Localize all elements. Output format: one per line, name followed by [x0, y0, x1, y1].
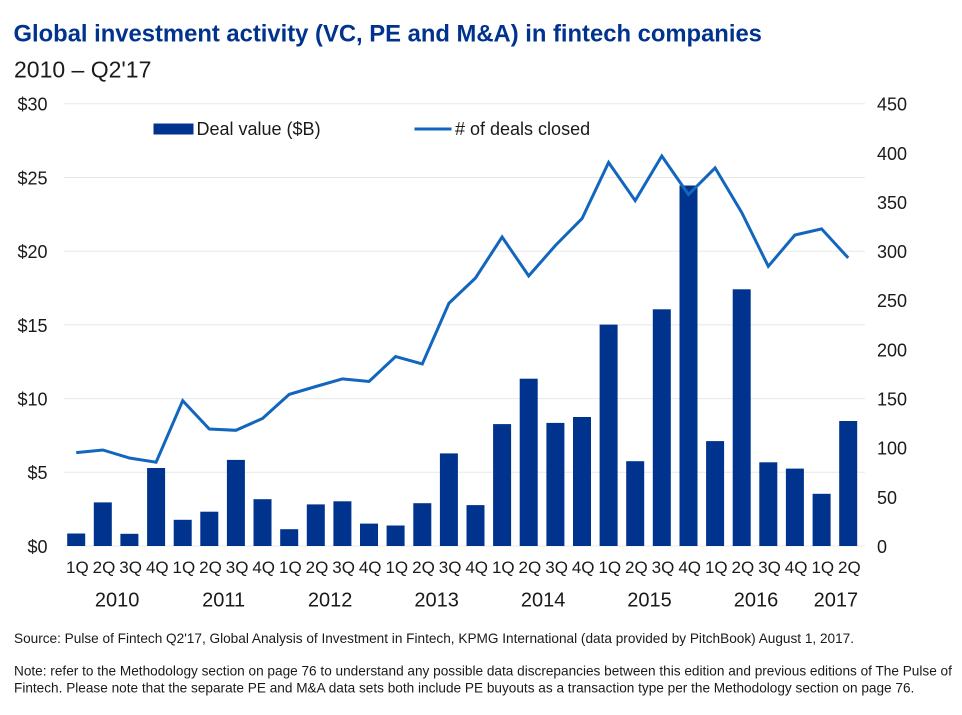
svg-text:# of deals closed: # of deals closed — [455, 119, 590, 139]
svg-text:2Q: 2Q — [838, 558, 861, 577]
svg-text:4Q: 4Q — [572, 558, 595, 577]
svg-text:400: 400 — [877, 144, 907, 164]
svg-text:2Q: 2Q — [625, 558, 648, 577]
svg-text:1Q: 1Q — [811, 558, 834, 577]
svg-text:2Q: 2Q — [199, 558, 222, 577]
svg-text:3Q: 3Q — [119, 558, 142, 577]
svg-text:1Q: 1Q — [173, 558, 196, 577]
svg-text:2Q: 2Q — [412, 558, 435, 577]
svg-text:$0: $0 — [27, 537, 47, 557]
svg-text:Fintech. Please note that the: Fintech. Please note that the separate P… — [14, 680, 914, 695]
svg-text:1Q: 1Q — [492, 558, 515, 577]
svg-text:2017: 2017 — [814, 589, 859, 611]
svg-text:300: 300 — [877, 242, 907, 262]
svg-text:2Q: 2Q — [306, 558, 329, 577]
svg-text:350: 350 — [877, 193, 907, 213]
svg-text:2010 – Q2'17: 2010 – Q2'17 — [14, 57, 151, 83]
svg-text:2016: 2016 — [734, 589, 779, 611]
svg-text:Deal value ($B): Deal value ($B) — [197, 119, 321, 139]
svg-text:2013: 2013 — [414, 589, 459, 611]
svg-text:$30: $30 — [17, 95, 47, 115]
svg-text:0: 0 — [877, 537, 887, 557]
svg-text:1Q: 1Q — [279, 558, 302, 577]
svg-text:4Q: 4Q — [359, 558, 382, 577]
svg-text:2011: 2011 — [202, 589, 245, 611]
svg-text:100: 100 — [877, 439, 907, 459]
svg-text:150: 150 — [877, 390, 907, 410]
svg-text:2014: 2014 — [521, 589, 566, 611]
svg-text:3Q: 3Q — [652, 558, 675, 577]
svg-text:Note: refer to the Methodology: Note: refer to the Methodology section o… — [14, 663, 952, 678]
svg-text:1Q: 1Q — [66, 558, 89, 577]
svg-text:3Q: 3Q — [439, 558, 462, 577]
svg-text:50: 50 — [877, 488, 897, 508]
svg-text:3Q: 3Q — [758, 558, 781, 577]
svg-text:3Q: 3Q — [332, 558, 355, 577]
svg-text:$10: $10 — [17, 390, 47, 410]
svg-text:1Q: 1Q — [598, 558, 621, 577]
svg-text:Global investment activity (VC: Global investment activity (VC, PE and M… — [14, 21, 762, 48]
svg-text:$20: $20 — [17, 242, 47, 262]
svg-text:4Q: 4Q — [252, 558, 275, 577]
svg-text:450: 450 — [877, 95, 907, 115]
svg-text:4Q: 4Q — [785, 558, 808, 577]
svg-text:2Q: 2Q — [93, 558, 116, 577]
svg-text:$15: $15 — [17, 316, 47, 336]
svg-text:2Q: 2Q — [519, 558, 542, 577]
svg-text:3Q: 3Q — [226, 558, 249, 577]
svg-text:Source: Pulse of Fintech Q2'17: Source: Pulse of Fintech Q2'17, Global A… — [14, 631, 854, 646]
svg-text:250: 250 — [877, 291, 907, 311]
svg-text:4Q: 4Q — [146, 558, 169, 577]
svg-text:$25: $25 — [17, 168, 47, 188]
svg-text:4Q: 4Q — [678, 558, 701, 577]
svg-text:1Q: 1Q — [385, 558, 408, 577]
svg-text:$5: $5 — [27, 463, 47, 483]
svg-text:200: 200 — [877, 340, 907, 360]
svg-text:2012: 2012 — [308, 589, 353, 611]
svg-text:4Q: 4Q — [465, 558, 488, 577]
svg-text:2015: 2015 — [627, 589, 672, 611]
svg-text:2Q: 2Q — [732, 558, 755, 577]
svg-text:3Q: 3Q — [545, 558, 568, 577]
svg-text:1Q: 1Q — [705, 558, 728, 577]
svg-text:2010: 2010 — [95, 589, 140, 611]
